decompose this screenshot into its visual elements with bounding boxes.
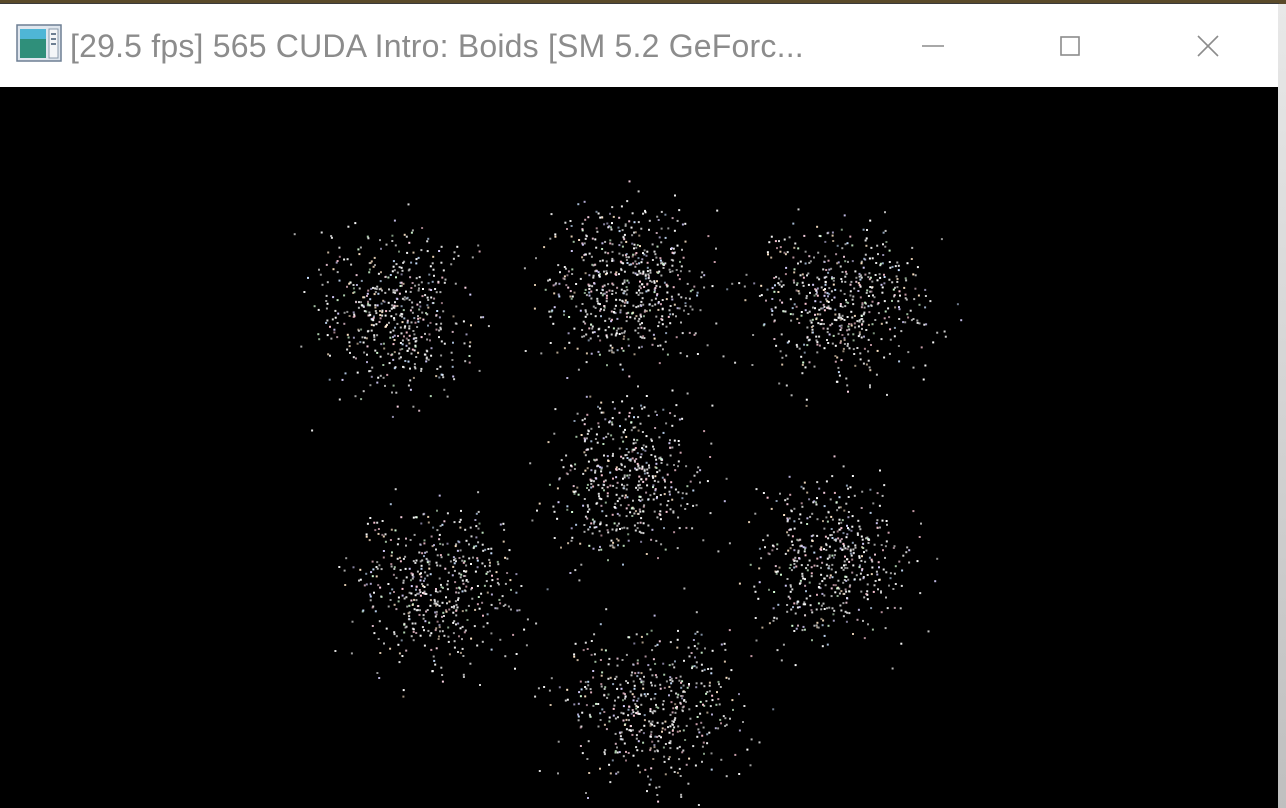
close-button[interactable] [1139, 4, 1276, 87]
window-title: [29.5 fps] 565 CUDA Intro: Boids [SM 5.2… [70, 28, 804, 64]
application-window-icon[interactable] [16, 24, 62, 62]
window-edge [1278, 4, 1286, 808]
boids-particle-canvas [293, 180, 963, 806]
boids-app-window: [29.5 fps] 565 CUDA Intro: Boids [SM 5.2… [0, 4, 1278, 808]
maximize-icon [1059, 35, 1080, 56]
minimize-button[interactable] [864, 4, 1001, 87]
maximize-button[interactable] [1001, 4, 1138, 87]
simulation-viewport[interactable] [0, 87, 1278, 808]
minimize-icon [921, 44, 944, 47]
window-titlebar[interactable]: [29.5 fps] 565 CUDA Intro: Boids [SM 5.2… [0, 4, 1278, 87]
close-icon [1196, 34, 1219, 57]
